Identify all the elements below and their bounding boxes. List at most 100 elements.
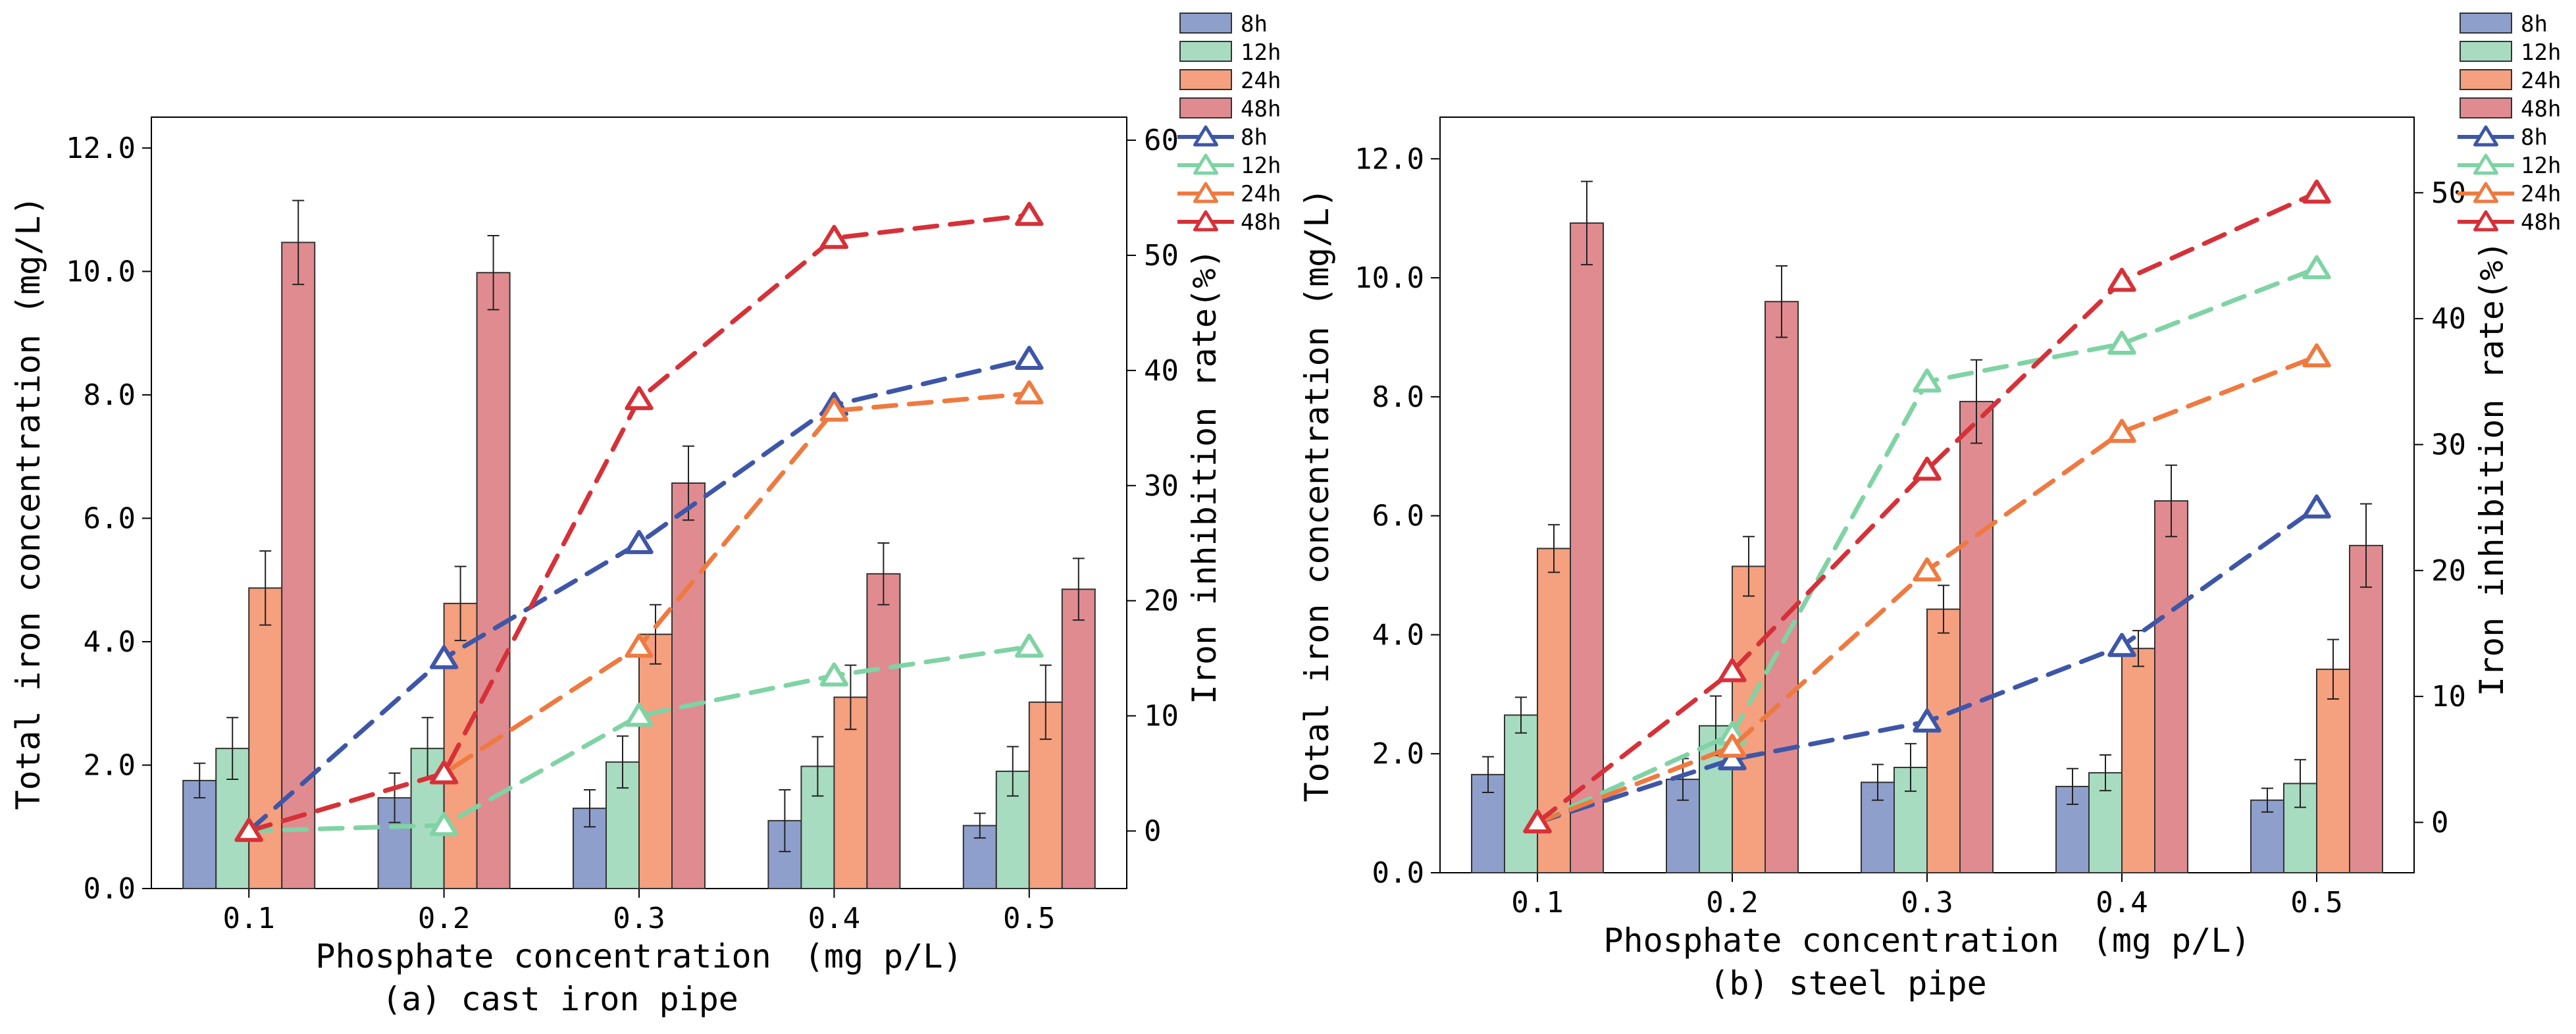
legend-bar-label-48h: 48h [1241,96,1281,122]
bar-48h-0.2 [476,272,511,889]
bar-12h-0.1 [1504,714,1538,873]
line-marker-24h-0.3 [625,633,654,658]
legend-line-label-48h: 48h [1241,209,1281,236]
legend-bar-swatch-24h [2460,69,2512,90]
legend-line-label-12h: 12h [1241,153,1281,179]
left-axis-tick-label: 10.0 [66,255,136,288]
line-marker-8h-0.5 [2302,494,2331,519]
line-series-12h [246,644,1032,834]
left-axis-tick-label: 12.0 [66,132,136,165]
legend-bar-label-48h: 48h [2521,96,2561,122]
left-axis-tick-label: 6.0 [84,502,136,535]
chart-steel-pipe: Total iron concentration (mg/L) Iron inh… [1298,11,2561,1002]
line-marker-48h-0.3 [1913,456,1942,481]
chart-caption: (b) steel pipe [1709,964,1986,1002]
line-marker-8h-0.5 [1015,346,1044,370]
legend-line-label-8h: 8h [1241,124,1268,151]
line-marker-12h-0.4 [819,662,849,686]
legend-line-marker-8h [1193,125,1218,147]
left-axis-tick-label: 8.0 [84,378,136,412]
left-axis-tick-label: 2.0 [1372,737,1424,771]
x-axis-tick-label: 0.2 [418,902,470,935]
legend-line-marker-24h [2473,182,2498,203]
line-marker-48h-0.4 [819,224,849,249]
bar-48h-0.3 [671,482,706,889]
line-series-48h [1535,190,2319,825]
bar-48h-0.2 [1765,301,1799,873]
bar-48h-0.3 [1959,401,1994,873]
legend-bar-swatch-48h [1179,97,1232,118]
bar-48h-0.4 [866,573,901,889]
left-axis-tick-label: 10.0 [1354,261,1424,295]
x-axis-title: Phosphate concentration (mg p/L) [1603,921,2250,960]
chart-caption: (a) cast iron pipe [382,980,738,1018]
line-marker-48h-0.4 [2107,267,2136,292]
x-axis-title: Phosphate concentration (mg p/L) [315,937,962,975]
line-marker-24h-0.4 [819,398,849,422]
legend-line-label-8h: 8h [2521,124,2548,151]
x-axis-tick-label: 0.4 [808,902,860,935]
line-marker-48h-0.3 [625,386,654,411]
line-marker-48h-0.1 [1523,809,1552,834]
line-marker-24h-0.2 [1718,733,1747,758]
line-marker-8h-0.3 [625,530,654,554]
line-marker-12h-0.3 [1913,368,1942,393]
line-series-8h [246,356,1032,834]
legend-bar-swatch-12h [2460,41,2512,62]
left-axis-tick-label: 6.0 [1372,500,1424,533]
line-marker-12h-0.2 [429,812,459,837]
line-marker-48h-0.2 [1718,658,1747,683]
right-axis-tick-label: 60 [1144,124,1179,157]
legend-bar-label-12h: 12h [2521,39,2561,66]
left-axis-tick-label: 4.0 [84,625,136,659]
right-axis-tick-label: 0 [2431,806,2449,839]
left-axis-title: Total iron concentration (mg/L) [9,195,47,810]
line-marker-24h-0.5 [1015,380,1044,405]
x-axis-tick-label: 0.1 [222,902,274,935]
legend-line-label-48h: 48h [2521,209,2561,236]
bar-48h-0.1 [1570,222,1604,873]
legend-bar-label-24h: 24h [1241,68,1281,94]
left-axis-tick-label: 4.0 [1372,618,1424,652]
right-axis-tick-label: 40 [1144,354,1179,388]
bar-48h-0.5 [1061,588,1096,889]
legend-bar-swatch-24h [1179,69,1232,90]
x-axis-tick-label: 0.4 [2096,886,2148,919]
line-marker-12h-0.3 [625,702,654,727]
right-axis-tick-label: 20 [1144,584,1179,618]
right-axis-tick-label: 40 [2431,302,2466,336]
legend-line-marker-12h [1193,153,1218,175]
right-axis-title: Iron inhibition rate(%) [2473,241,2511,696]
right-axis-tick-label: 30 [1144,469,1179,503]
x-axis-tick-label: 0.5 [1003,902,1055,935]
right-axis-tick-label: 30 [2431,428,2466,461]
bar-48h-0.1 [281,242,316,889]
line-marker-8h-0.2 [1718,746,1747,771]
line-marker-24h-0.4 [2107,419,2136,443]
legend-line-label-24h: 24h [2521,181,2561,207]
right-axis-tick-label: 20 [2431,554,2466,588]
legend-bar-swatch-8h [2460,13,2512,34]
line-marker-12h-0.4 [2107,330,2136,355]
bar-24h-0.3 [638,633,673,889]
legend-bar-label-24h: 24h [2521,68,2561,94]
line-marker-12h-0.5 [1015,633,1044,658]
right-axis-tick-label: 10 [1144,700,1179,733]
x-axis-tick-label: 0.3 [1901,886,1953,919]
line-marker-24h-0.3 [1913,557,1942,582]
line-marker-8h-0.4 [2107,633,2136,658]
legend-line-marker-8h [2473,125,2498,147]
bar-24h-0.4 [2121,648,2155,873]
bar-24h-0.1 [248,587,283,889]
left-axis-tick-label: 8.0 [1372,380,1424,414]
left-axis-tick-label: 0.0 [1372,856,1424,890]
x-axis-tick-label: 0.2 [1706,886,1758,919]
bar-48h-0.5 [2349,544,2383,873]
legend-bar-label-8h: 8h [2521,11,2548,38]
legend-bar-swatch-12h [1179,41,1232,62]
bar-48h-0.4 [2154,500,2188,873]
legend-bar-label-8h: 8h [1241,11,1268,38]
line-marker-24h-0.5 [2302,343,2331,368]
